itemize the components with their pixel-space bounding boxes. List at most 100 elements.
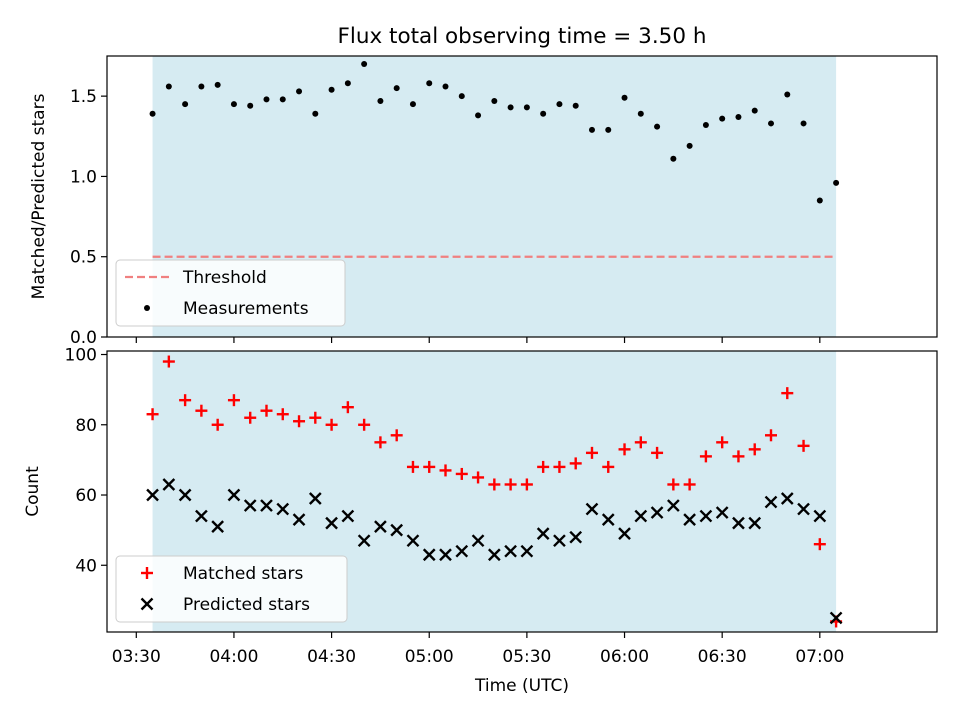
matched-star-point [667, 478, 680, 491]
predicted-star-point [243, 499, 257, 512]
legend-measurements-label: Measurements [183, 299, 309, 319]
measurement-point [263, 96, 270, 103]
cross-stroke-b [813, 509, 827, 523]
matched-star-point [358, 418, 371, 431]
measurement-point [768, 120, 774, 127]
predicted-star-point [374, 520, 387, 533]
x-axis-label: Time (UTC) [474, 676, 569, 696]
x-tick-label: 04:00 [209, 647, 258, 667]
chart-title: Flux total observing time = 3.50 h [338, 24, 707, 49]
measurement-point [230, 101, 237, 108]
measurement-point [296, 88, 303, 95]
matched-star-point [374, 436, 387, 449]
measurement-point [751, 107, 758, 114]
measurement-point [312, 110, 319, 117]
top-y-ticks: 0.0 0.5 1.0 1.5 [70, 87, 107, 348]
legend-cross-marker [140, 597, 154, 611]
measurement-point [393, 85, 400, 92]
measurement-point [719, 115, 726, 122]
matched-star-point [260, 404, 273, 417]
predicted-star-point [146, 488, 159, 502]
matched-star-point [179, 394, 192, 407]
measurement-point [654, 123, 661, 130]
matched-star-point [293, 415, 306, 428]
matched-star-point [504, 478, 517, 491]
top-y-tick-label: 1.0 [70, 167, 97, 187]
matched-star-point [162, 355, 175, 368]
predicted-star-point [422, 548, 436, 562]
predicted-star-point [667, 499, 680, 512]
x-tick-label: 06:00 [600, 647, 649, 667]
measurement-point [605, 126, 612, 133]
bottom-plot-frame [106, 350, 938, 633]
x-tick-label: 06:30 [698, 647, 747, 667]
cross-stroke-b [292, 513, 306, 526]
cross-stroke-b [374, 520, 387, 533]
measurement-point [588, 126, 595, 133]
predicted-star-point [341, 509, 355, 523]
matched-star-point [585, 446, 598, 459]
measurement-point [344, 80, 351, 87]
matched-star-point [520, 478, 533, 491]
predicted-star-point [227, 488, 241, 502]
cross-stroke-b [455, 544, 469, 558]
cross-stroke-b [325, 516, 338, 530]
matched-star-point [309, 411, 322, 424]
cross-stroke-b [227, 488, 241, 502]
measurement-point [149, 110, 156, 117]
measurement-point [686, 142, 693, 149]
measurement-point [442, 83, 449, 90]
predicted-star-point [748, 516, 762, 530]
cross-stroke-b [504, 544, 517, 558]
top-legend: Threshold Measurements [115, 259, 346, 327]
matched-star-point [211, 418, 224, 431]
predicted-star-point [813, 509, 827, 523]
matched-star-point [553, 460, 566, 473]
matched-star-point [797, 439, 810, 452]
matched-star-point [406, 460, 419, 473]
cross-stroke-b [140, 597, 154, 611]
cross-stroke-b [439, 548, 452, 562]
predicted-star-point [764, 495, 778, 509]
measurement-point [409, 101, 416, 108]
measurement-point [491, 97, 498, 104]
predicted-star-point [455, 544, 469, 558]
measurement-point [702, 122, 709, 129]
predicted-star-point [325, 516, 338, 530]
cross-stroke-b [260, 499, 273, 512]
measurement-point [165, 83, 172, 90]
cross-stroke-b [341, 509, 355, 523]
measurement-point [247, 102, 254, 109]
cross-stroke-b [732, 516, 745, 530]
matched-star-point [244, 411, 257, 424]
measurement-point [637, 110, 644, 117]
legend-measurements-swatch [144, 305, 150, 311]
matched-star-point [390, 429, 403, 442]
cross-stroke-b [634, 509, 648, 523]
matched-star-point [146, 408, 159, 421]
measurement-point [328, 86, 335, 93]
predicted-star-point [780, 492, 794, 505]
cross-stroke-b [357, 534, 371, 548]
measurement-point [182, 101, 189, 108]
matched-star-point [618, 443, 631, 456]
x-tick-label: 07:00 [795, 647, 844, 667]
predicted-star-point [308, 492, 322, 505]
matched-star-point [569, 457, 582, 470]
matched-star-point [488, 478, 501, 491]
predicted-star-point [260, 499, 273, 512]
x-tick-label: 05:30 [502, 647, 551, 667]
cross-stroke-b [520, 544, 534, 558]
cross-stroke-b [829, 611, 843, 625]
measurement-point [458, 93, 465, 100]
cross-stroke-b [146, 488, 159, 502]
cross-stroke-b [195, 509, 208, 523]
measurement-point [523, 104, 530, 111]
top-y-tick-label: 0.5 [70, 248, 97, 268]
matched-star-point [781, 387, 794, 400]
cross-stroke-b [618, 527, 631, 540]
cross-stroke-b [748, 516, 762, 530]
x-tick-label: 04:30 [307, 647, 356, 667]
predicted-star-point [715, 506, 729, 519]
ratio-panel: 0.0 0.5 1.0 1.5 Matched/Predicted stars Thr… [29, 55, 938, 348]
